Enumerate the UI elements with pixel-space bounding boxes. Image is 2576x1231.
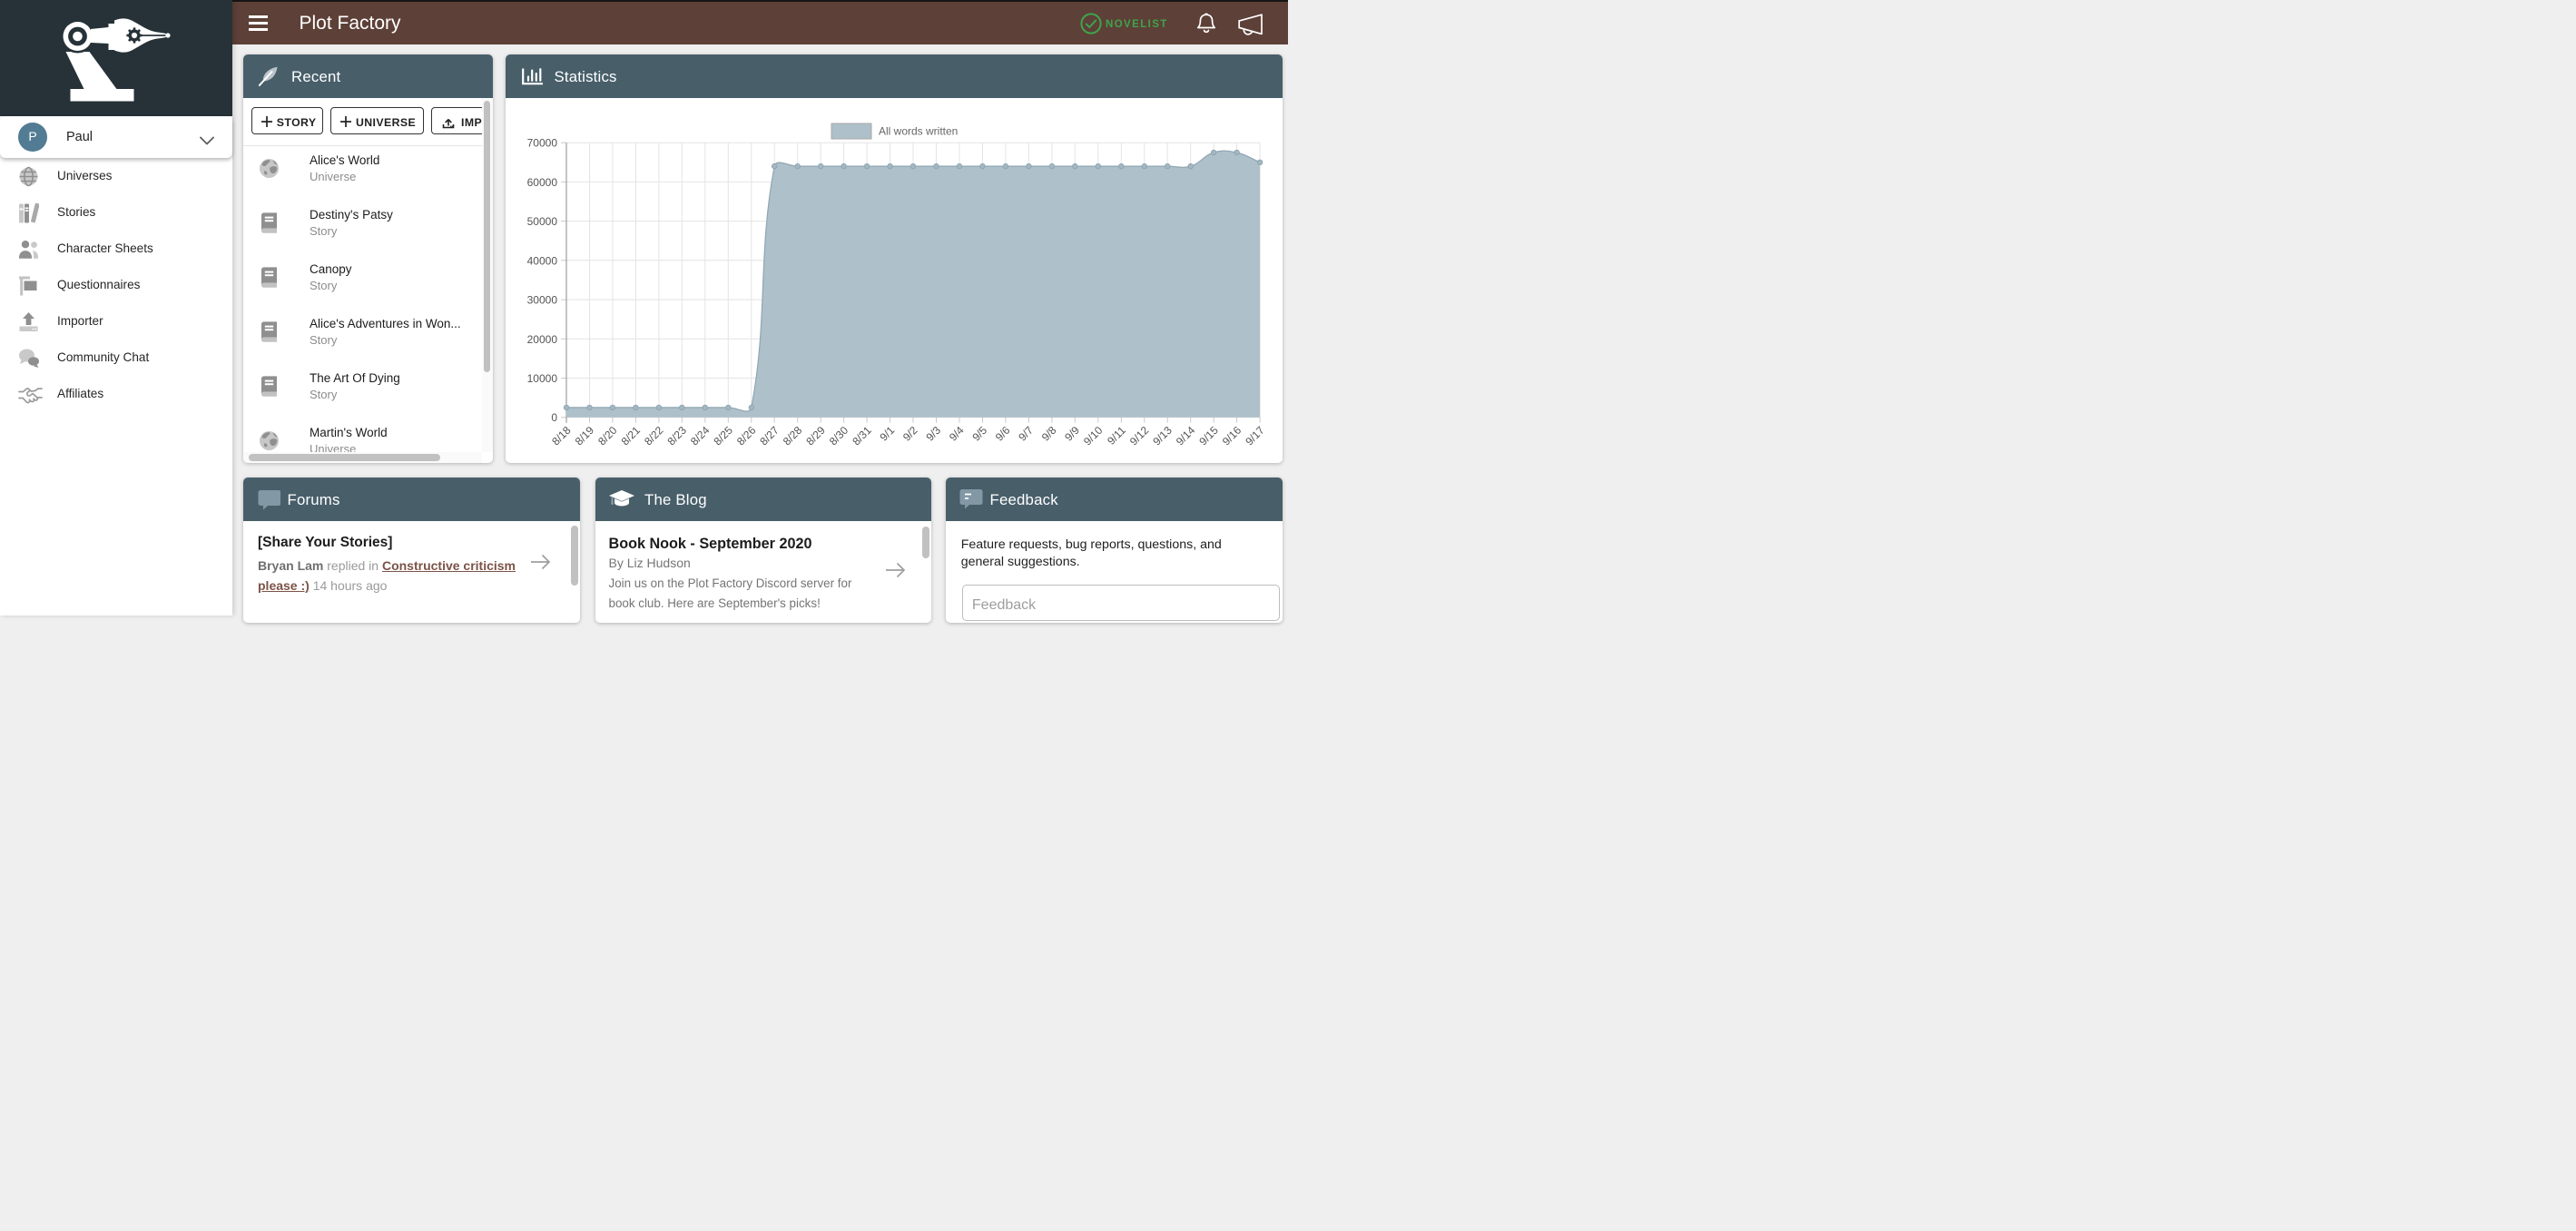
svg-text:9/1: 9/1 — [878, 424, 898, 444]
svg-text:9/13: 9/13 — [1150, 424, 1175, 448]
svg-text:9/15: 9/15 — [1196, 424, 1221, 448]
svg-text:20000: 20000 — [527, 333, 558, 346]
svg-text:9/9: 9/9 — [1062, 424, 1082, 444]
svg-text:8/18: 8/18 — [549, 424, 574, 448]
svg-text:9/17: 9/17 — [1243, 424, 1267, 448]
svg-text:8/26: 8/26 — [734, 424, 759, 448]
svg-text:9/11: 9/11 — [1105, 424, 1128, 448]
svg-text:8/21: 8/21 — [619, 424, 644, 448]
svg-text:10000: 10000 — [527, 372, 558, 385]
svg-text:9/16: 9/16 — [1220, 424, 1244, 448]
svg-text:8/22: 8/22 — [642, 424, 666, 448]
svg-text:8/23: 8/23 — [665, 424, 690, 448]
svg-text:9/12: 9/12 — [1127, 424, 1152, 448]
svg-text:70000: 70000 — [527, 137, 558, 150]
svg-text:9/4: 9/4 — [947, 424, 967, 444]
svg-text:8/24: 8/24 — [688, 424, 713, 448]
svg-text:8/19: 8/19 — [573, 424, 597, 448]
svg-text:9/7: 9/7 — [1016, 424, 1036, 444]
svg-text:8/30: 8/30 — [827, 424, 851, 448]
svg-text:8/29: 8/29 — [803, 424, 828, 448]
svg-text:All words written: All words written — [879, 125, 958, 138]
svg-text:9/3: 9/3 — [923, 424, 943, 444]
svg-text:8/25: 8/25 — [712, 424, 736, 448]
svg-text:8/27: 8/27 — [757, 424, 782, 448]
svg-text:9/14: 9/14 — [1174, 424, 1198, 448]
svg-text:30000: 30000 — [527, 294, 558, 307]
svg-text:60000: 60000 — [527, 176, 558, 189]
svg-text:8/31: 8/31 — [850, 424, 874, 448]
svg-text:9/2: 9/2 — [900, 424, 920, 444]
svg-text:8/28: 8/28 — [781, 424, 805, 448]
svg-text:0: 0 — [551, 411, 557, 424]
svg-text:9/6: 9/6 — [993, 424, 1013, 444]
svg-text:9/8: 9/8 — [1039, 424, 1059, 444]
svg-text:40000: 40000 — [527, 254, 558, 267]
svg-text:8/20: 8/20 — [595, 424, 620, 448]
svg-text:50000: 50000 — [527, 215, 558, 228]
svg-text:9/5: 9/5 — [969, 424, 989, 444]
svg-text:9/10: 9/10 — [1081, 424, 1106, 448]
